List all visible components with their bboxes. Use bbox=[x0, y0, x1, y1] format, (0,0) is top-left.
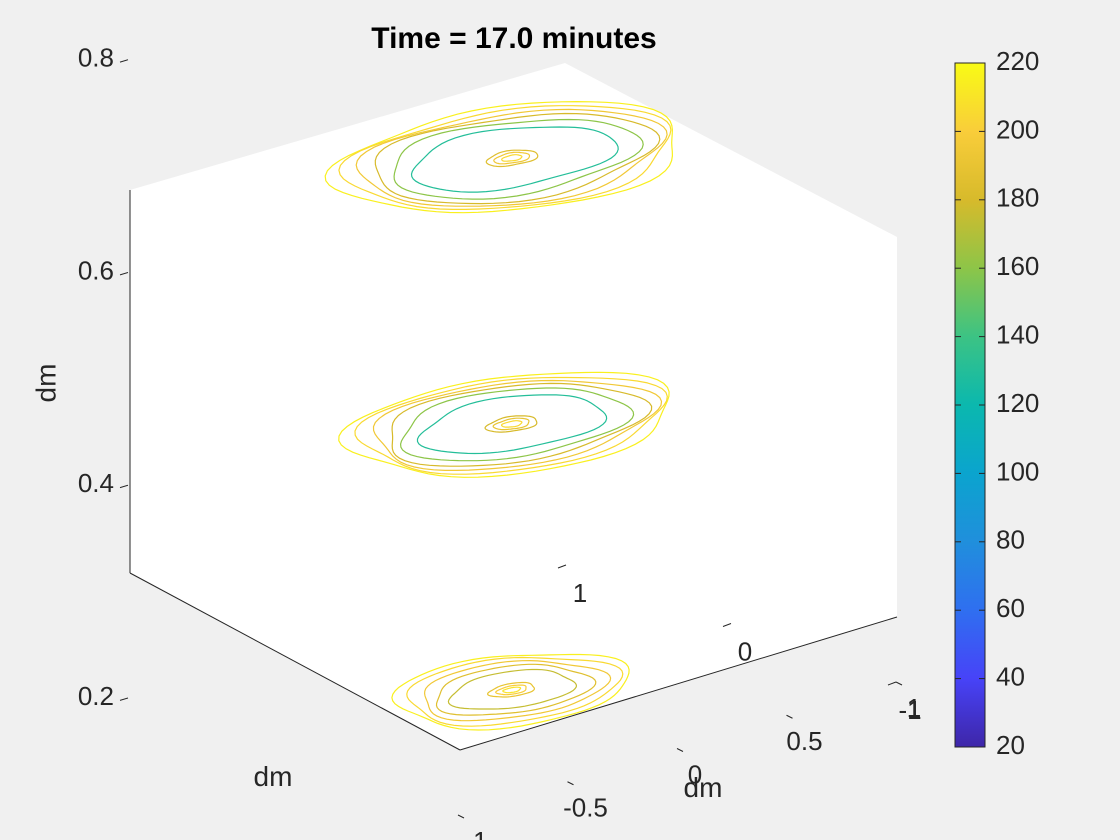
y-tick-label: -1 bbox=[898, 695, 921, 725]
contour-slice bbox=[391, 653, 630, 731]
colorbar-tick-label: 120 bbox=[996, 388, 1039, 418]
contour-line bbox=[495, 684, 527, 696]
z-axis-label: dm bbox=[30, 364, 61, 403]
x-axis-label: dm bbox=[684, 772, 723, 803]
contour-line bbox=[423, 659, 612, 722]
y-tick-label: 1 bbox=[573, 578, 587, 608]
axes-background bbox=[130, 63, 897, 750]
y-axis-label: dm bbox=[254, 761, 293, 792]
x-axis-line bbox=[459, 616, 898, 751]
colorbar-tick-label: 200 bbox=[996, 114, 1039, 144]
contour-line bbox=[338, 105, 672, 210]
chart-title: Time = 17.0 minutes bbox=[371, 22, 656, 55]
contour-line bbox=[484, 415, 538, 433]
x-tick-label: 0 bbox=[688, 759, 702, 789]
colorbar-tick-label: 80 bbox=[996, 525, 1025, 555]
x-tick-label: -0.5 bbox=[563, 793, 608, 823]
colorbar-ticks: 20 40 60 80 100 120 140 160 180 200 220 bbox=[955, 46, 1039, 760]
x-tick-label: -1 bbox=[464, 826, 487, 840]
x-tick-label: 0.5 bbox=[786, 726, 822, 756]
y-tick-mark bbox=[887, 681, 897, 686]
colorbar-tick-label: 160 bbox=[996, 251, 1039, 281]
contour-line bbox=[435, 663, 597, 716]
contour-line bbox=[493, 151, 531, 165]
z-tick-label: 0.8 bbox=[78, 43, 114, 73]
z-tick-mark bbox=[119, 59, 129, 63]
x-tick-mark bbox=[457, 814, 465, 819]
contour-line bbox=[324, 100, 674, 214]
x-tick-mark bbox=[676, 748, 684, 752]
contour-slice bbox=[338, 371, 670, 478]
contour-line bbox=[372, 379, 663, 471]
y-axis-line bbox=[129, 572, 461, 751]
x-tick-mark bbox=[895, 681, 903, 686]
colorbar-tick-label: 180 bbox=[996, 183, 1039, 213]
colorbar-tick-label: 40 bbox=[996, 661, 1025, 691]
contour-line bbox=[486, 681, 536, 698]
contour-lines bbox=[324, 100, 674, 731]
x-tick-label: 1 bbox=[907, 693, 921, 723]
contour-line bbox=[391, 653, 630, 731]
y-tick-mark bbox=[557, 564, 567, 569]
contour-line bbox=[354, 376, 668, 475]
colorbar-tick-label: 100 bbox=[996, 456, 1039, 486]
colorbar-tick-label: 140 bbox=[996, 319, 1039, 349]
contour-line bbox=[492, 417, 530, 431]
z-tick-mark bbox=[119, 271, 129, 276]
contour-line bbox=[447, 668, 578, 710]
colorbar-tick-label: 20 bbox=[996, 730, 1025, 760]
z-tick-mark bbox=[119, 484, 129, 489]
contour-line bbox=[355, 108, 668, 207]
contour-slice bbox=[324, 100, 674, 214]
y-tick-label: 0 bbox=[738, 636, 752, 666]
contour-line bbox=[393, 118, 644, 200]
z-tick-mark bbox=[119, 697, 129, 701]
z-tick-label: 0.6 bbox=[78, 255, 114, 285]
z-tick-label: 0.4 bbox=[78, 468, 114, 498]
contour-line bbox=[410, 126, 619, 193]
colorbar-tick-label: 220 bbox=[996, 46, 1039, 76]
colorbar-tick-label: 60 bbox=[996, 593, 1025, 623]
contour-line bbox=[501, 154, 523, 162]
contour-line bbox=[501, 420, 523, 428]
contour-line bbox=[485, 149, 539, 168]
contour-line bbox=[338, 371, 670, 478]
contour-line bbox=[399, 387, 635, 462]
contour-line bbox=[416, 394, 608, 455]
contour-line bbox=[502, 686, 522, 694]
contour-line bbox=[406, 656, 624, 727]
y-tick-mark bbox=[722, 623, 732, 627]
z-tick-label: 0.2 bbox=[78, 681, 114, 711]
contour-line bbox=[374, 112, 661, 205]
x-tick-mark bbox=[567, 781, 574, 786]
x-tick-mark bbox=[786, 714, 793, 719]
contour-line bbox=[391, 382, 653, 467]
